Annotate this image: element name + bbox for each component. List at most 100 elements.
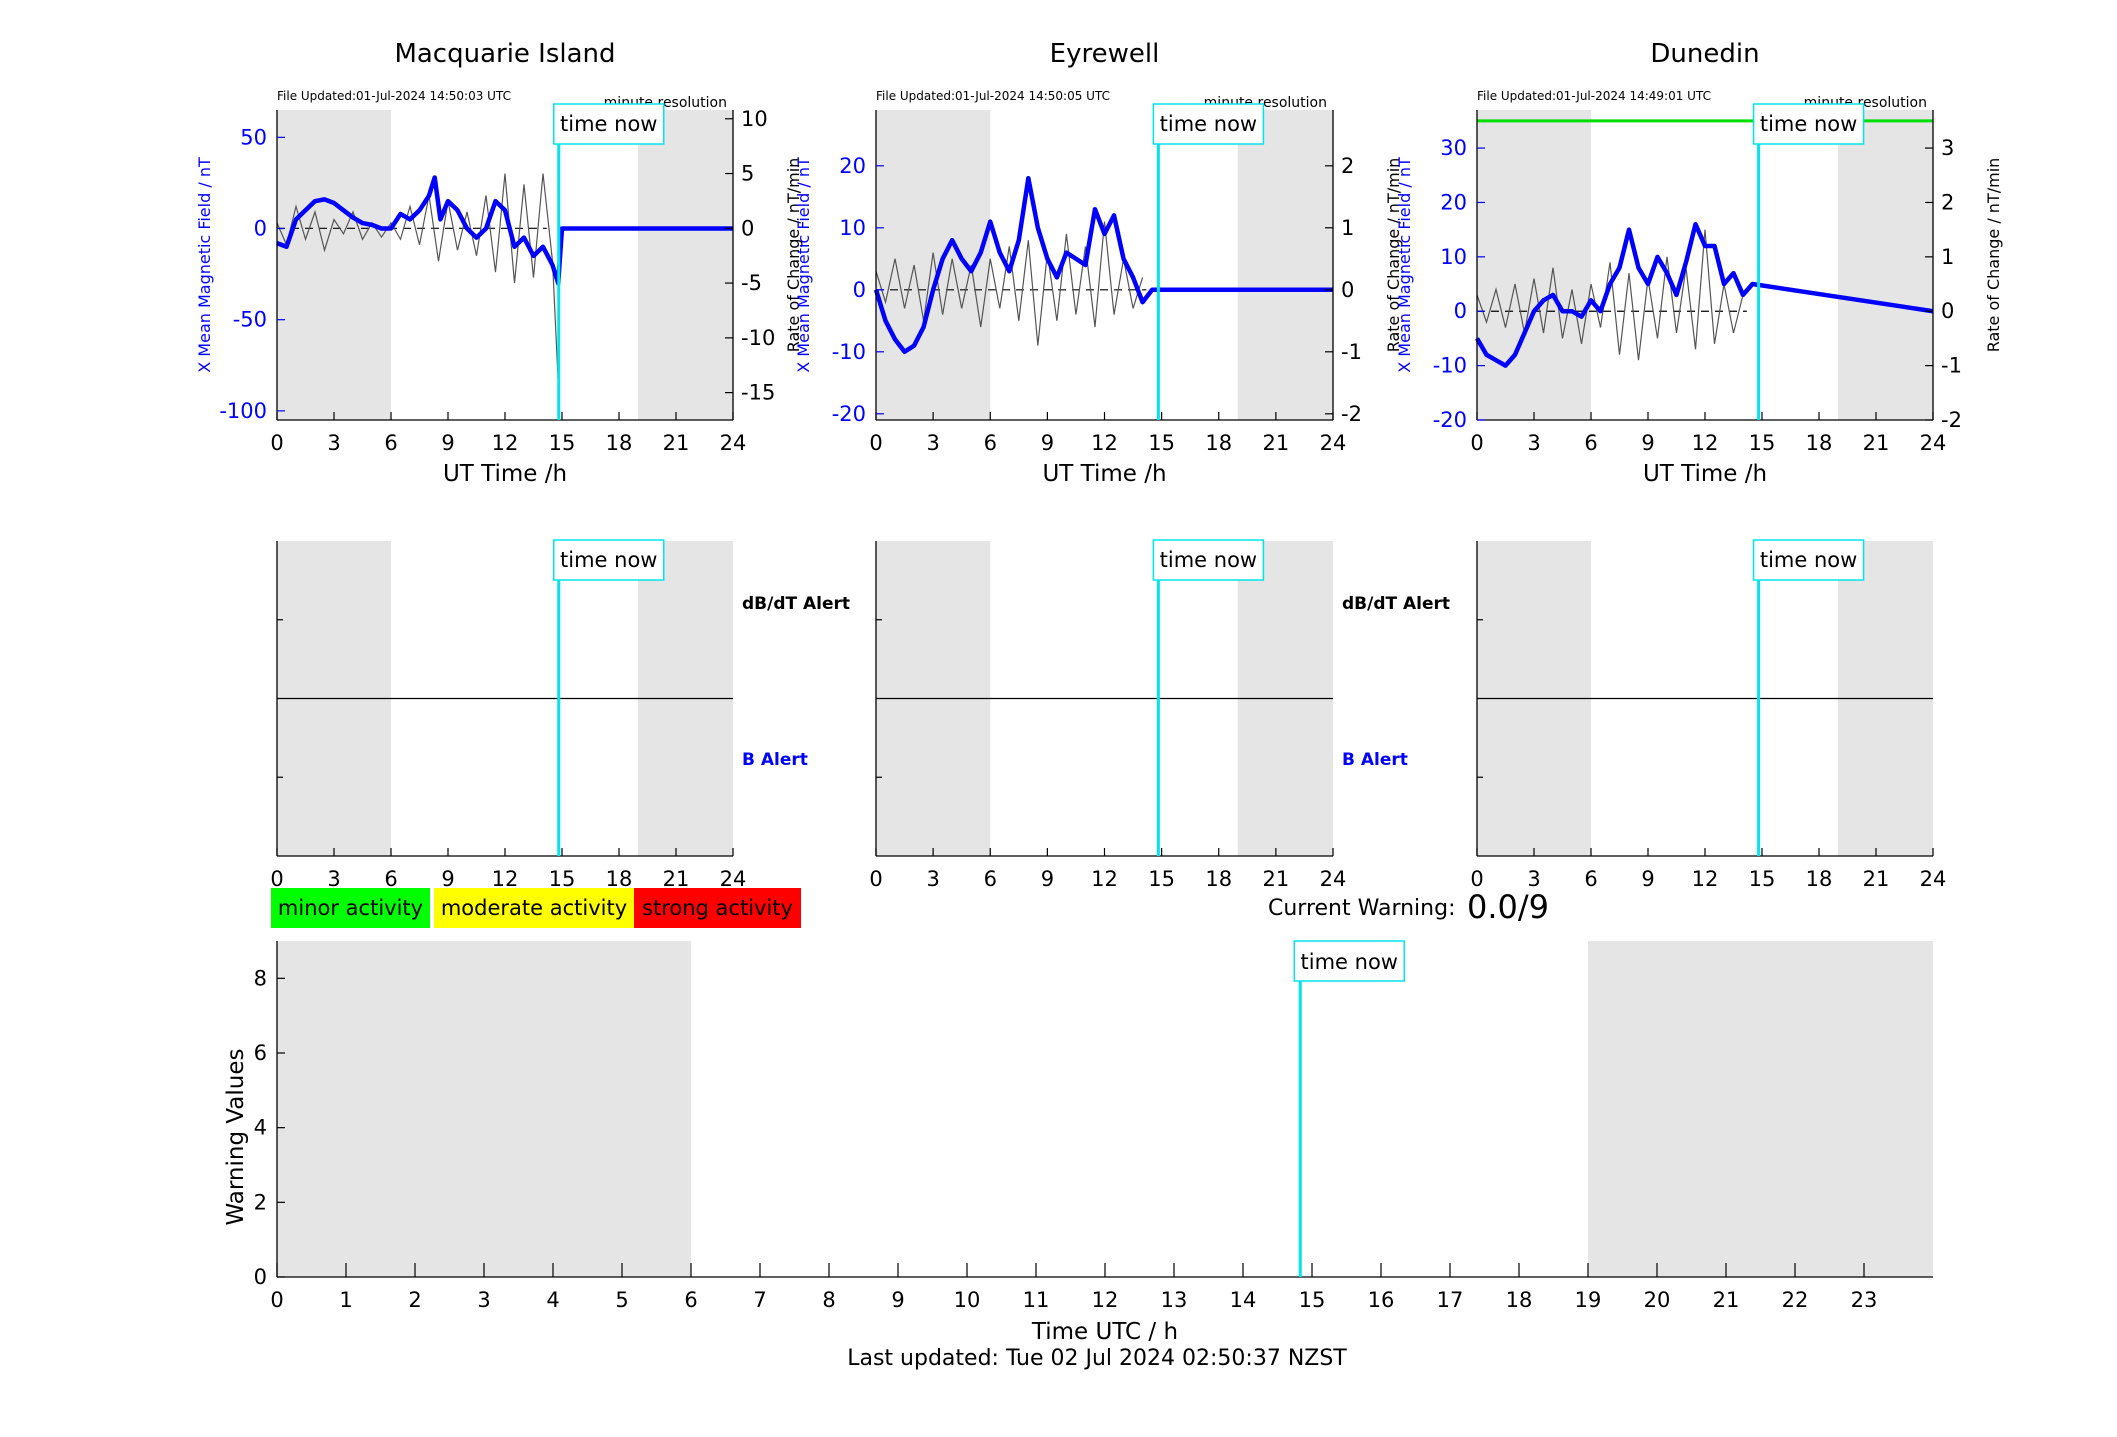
night-shade-top [1237,110,1333,420]
x-tick-label: 3 [1527,431,1540,455]
x-tick-label: 3 [327,867,340,891]
left-y-tick-label: -20 [832,402,866,426]
x-tick-label: 15 [1749,867,1776,891]
x-tick-label: 3 [926,867,939,891]
x-tick-label: 12 [1091,431,1118,455]
x-tick-label: 9 [441,867,454,891]
warning-x-tick-label: 0 [270,1288,283,1312]
left-y-tick-label: 20 [839,154,866,178]
x-tick-label: 15 [1749,431,1776,455]
x-axis-label: UT Time /h [443,461,567,487]
warning-x-tick-label: 22 [1782,1288,1809,1312]
time-now-label: time now [1301,950,1398,974]
right-axis-label: Rate of Change / nT/min [1984,158,2003,353]
left-y-tick-label: -100 [219,399,267,423]
warning-x-tick-label: 14 [1230,1288,1257,1312]
x-tick-label: 0 [270,867,283,891]
warning-x-tick-label: 9 [891,1288,904,1312]
warning-x-tick-label: 15 [1299,1288,1326,1312]
x-tick-label: 9 [1641,431,1654,455]
x-tick-label: 3 [1527,867,1540,891]
x-axis-label: UT Time /h [1643,461,1767,487]
time-now-box [1752,539,1865,581]
x-tick-label: 24 [1920,431,1947,455]
station-panel-2: Dunedin003366991212151518182121242430201… [1395,39,2003,891]
x-axis-label: UT Time /h [1042,461,1166,487]
night-shade-warning [277,941,691,1277]
time-now-label: time now [1760,548,1857,572]
time-now-box [553,103,665,145]
x-tick-label: 15 [1148,431,1175,455]
right-y-tick-label: -5 [741,271,762,295]
dbdt-alert-label: dB/dT Alert [742,594,850,614]
warning-y-tick-label: 6 [254,1041,267,1065]
right-y-tick-label: 0 [741,216,754,240]
right-y-tick-label: -10 [741,326,775,350]
left-axis-label: X Mean Magnetic Field / nT [1395,157,1414,373]
warning-x-tick-label: 2 [408,1288,421,1312]
left-axis-label: X Mean Magnetic Field / nT [794,157,813,373]
right-y-tick-label: -2 [1341,402,1362,426]
dbdt-alert-label: dB/dT Alert [1342,594,1450,614]
right-y-tick-label: -1 [1941,354,1962,378]
left-y-tick-label: 10 [1440,245,1467,269]
left-y-tick-label: 10 [839,216,866,240]
x-tick-label: 0 [1470,431,1483,455]
night-shade-top [1838,110,1933,420]
b-alert-label: B Alert [1342,750,1408,770]
left-y-tick-label: 30 [1440,136,1467,160]
right-y-tick-label: 2 [1341,154,1354,178]
current-warning-value: 0.0/9 [1467,888,1550,926]
warning-y-tick-label: 2 [254,1190,267,1214]
rate-of-change-series [1476,229,1744,361]
left-y-tick-label: 20 [1440,190,1467,214]
warning-x-tick-label: 4 [546,1288,559,1312]
warning-y-tick-label: 4 [254,1116,267,1140]
warning-x-tick-label: 20 [1644,1288,1671,1312]
warning-x-tick-label: 1 [339,1288,352,1312]
x-tick-label: 12 [492,431,519,455]
current-warning-label: Current Warning: [1268,896,1456,921]
legend-minor-activity: minor activity [271,888,430,928]
x-tick-label: 15 [549,867,576,891]
time-now-label: time now [560,112,657,136]
warning-x-tick-label: 16 [1368,1288,1395,1312]
left-y-tick-label: 0 [853,278,866,302]
x-tick-label: 18 [606,867,633,891]
warning-x-axis-label: Time UTC / h [1031,1319,1178,1345]
time-now-box [1293,940,1406,982]
x-tick-label: 21 [1863,431,1890,455]
legend-moderate-activity: moderate activity [434,888,634,928]
file-updated-text: File Updated:01-Jul-2024 14:49:01 UTC [1477,89,1711,103]
left-y-tick-label: -50 [233,308,267,332]
x-tick-label: 12 [1692,431,1719,455]
x-tick-label: 21 [663,431,690,455]
left-axis-label: X Mean Magnetic Field / nT [195,157,214,373]
x-tick-label: 0 [270,431,283,455]
time-now-box [1752,103,1865,145]
left-y-tick-label: -20 [1433,408,1467,432]
right-y-tick-label: 0 [1941,299,1954,323]
x-tick-label: 3 [926,431,939,455]
right-axis-label: Rate of Change / nT/min [1384,158,1403,353]
warning-x-tick-label: 19 [1575,1288,1602,1312]
warning-x-tick-label: 17 [1437,1288,1464,1312]
x-tick-label: 24 [720,867,747,891]
x-tick-label: 6 [984,867,997,891]
x-tick-label: 24 [1320,431,1347,455]
warning-y-tick-label: 8 [254,966,267,990]
last-updated-text: Last updated: Tue 02 Jul 2024 02:50:37 N… [847,1346,1347,1371]
legend-strong-label: strong activity [642,896,793,920]
right-y-tick-label: 10 [741,107,768,131]
rate-of-change-series [875,221,1144,346]
warning-x-tick-label: 6 [684,1288,697,1312]
night-shade-top [638,110,733,420]
right-y-tick-label: 0 [1341,278,1354,302]
left-y-tick-label: 0 [254,217,267,241]
x-tick-label: 0 [869,431,882,455]
station-panel-0: Macquarie Island 0 0 3 3 6 6 9 9 12 12 15 15 18 18 21 21… [195,39,850,891]
magnetic-field-series [276,175,733,286]
warning-x-tick-label: 10 [954,1288,981,1312]
time-now-label: time now [1760,112,1857,136]
